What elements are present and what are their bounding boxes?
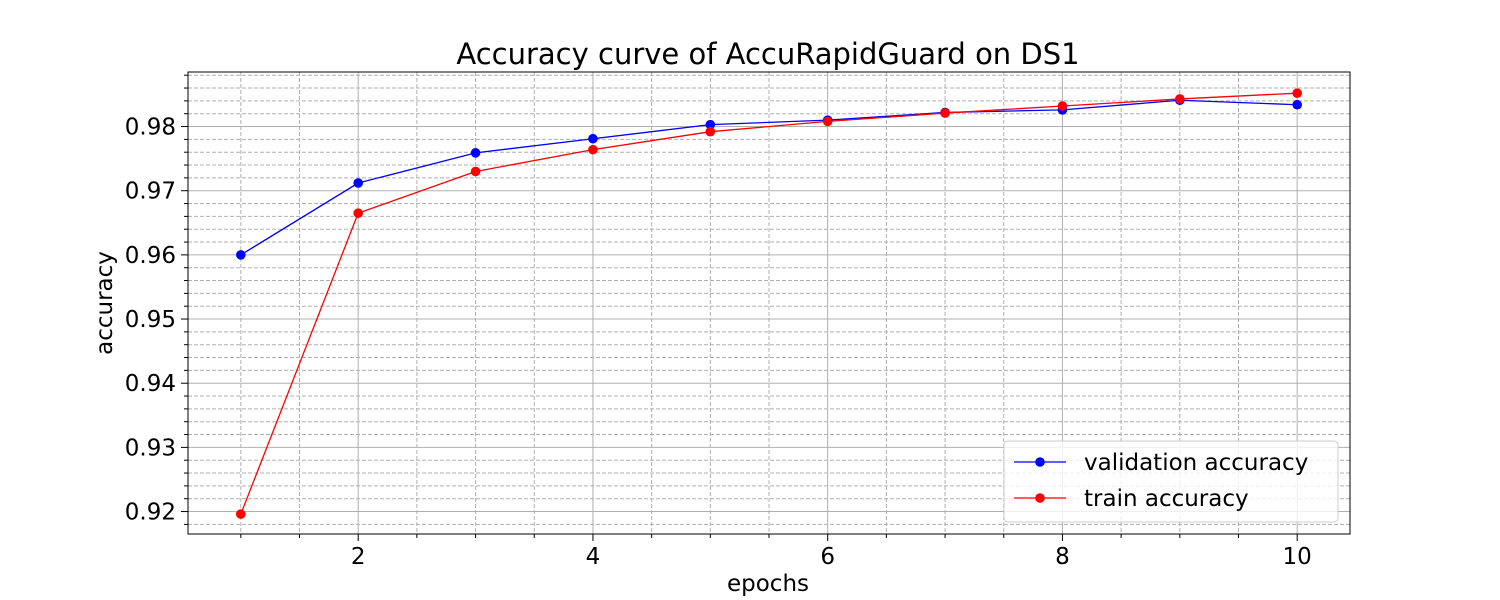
data-point (236, 509, 246, 519)
x-tick-label: 10 (1283, 544, 1312, 570)
x-tick-label: 2 (351, 544, 366, 570)
y-tick-label: 0.97 (125, 179, 176, 205)
data-point (236, 250, 246, 260)
data-point (1057, 101, 1068, 111)
legend-marker (1035, 457, 1045, 467)
x-axis: 2 4 6 8 10 (240, 534, 1312, 570)
x-tick-label: 6 (820, 544, 835, 570)
series-layer (236, 88, 1302, 519)
x-tick-label: 4 (586, 544, 601, 570)
data-point (705, 126, 716, 137)
legend-box (1003, 440, 1339, 523)
legend-entries: validation accuracy train accuracy (1014, 450, 1308, 512)
data-point (1175, 94, 1185, 104)
y-axis-label: accuracy (92, 251, 118, 355)
data-point (822, 116, 833, 127)
chart-title: Accuracy curve of AccuRapidGuard on DS1 (456, 37, 1079, 71)
data-point (1292, 99, 1302, 110)
x-axis-label: epochs (727, 571, 809, 597)
y-tick-label: 0.94 (125, 371, 176, 397)
data-point (353, 208, 363, 218)
data-point (470, 148, 481, 158)
series-train (236, 88, 1302, 519)
y-tick-label: 0.92 (125, 500, 176, 526)
data-point (1292, 88, 1302, 98)
y-tick-label: 0.93 (125, 435, 176, 461)
data-point (588, 133, 598, 144)
y-axis: 0.92 0.93 0.94 0.95 0.96 0.97 0.98 (125, 74, 188, 526)
legend: validation accuracy train accuracy (1003, 440, 1339, 523)
data-point (588, 144, 598, 155)
x-tick-label: 8 (1055, 544, 1070, 570)
legend-label: validation accuracy (1084, 450, 1308, 476)
series-line (240, 99, 1298, 256)
legend-marker (1035, 493, 1045, 503)
legend-label: train accuracy (1084, 486, 1249, 512)
data-point (353, 178, 363, 188)
y-tick-label: 0.96 (125, 243, 176, 269)
y-tick-label: 0.98 (125, 115, 176, 141)
data-point (940, 108, 950, 118)
data-point (470, 166, 481, 177)
data-point (705, 119, 716, 130)
series-line (240, 92, 1298, 515)
major-grid (188, 72, 1350, 534)
y-tick-label: 0.95 (125, 307, 176, 333)
